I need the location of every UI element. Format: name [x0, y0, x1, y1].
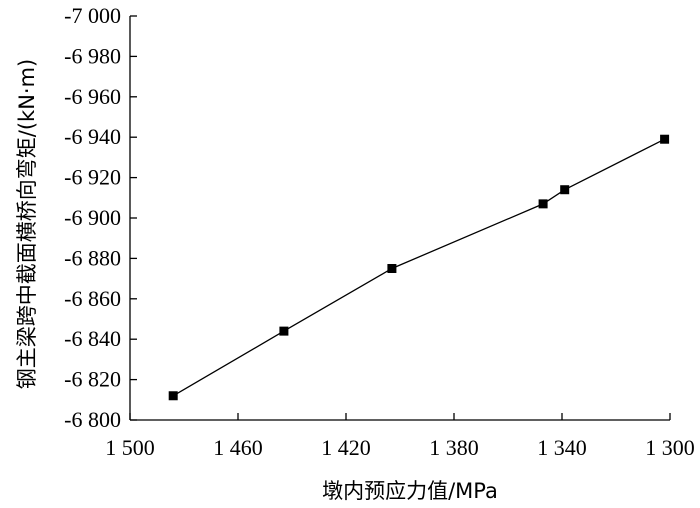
y-tick-label: -6 860: [64, 286, 121, 311]
data-point-marker: [538, 199, 548, 209]
y-tick-label: -6 900: [64, 205, 121, 230]
y-tick-label: -6 880: [64, 245, 121, 270]
series-line: [172, 138, 665, 397]
y-tick-label: -6 980: [64, 43, 121, 68]
x-tick-label: 1 340: [537, 435, 587, 460]
y-axis-title: 钢主梁跨中截面横桥向弯矩/(kN·m): [15, 59, 39, 389]
y-tick-label: -6 800: [64, 407, 121, 432]
x-tick-label: 1 500: [105, 435, 155, 460]
data-point-marker: [168, 391, 178, 401]
y-tick-label: -6 960: [64, 84, 121, 109]
x-tick-label: 1 460: [213, 435, 263, 460]
x-tick-label: 1 380: [429, 435, 479, 460]
data-point-marker: [660, 134, 670, 144]
series-layer: [168, 134, 670, 401]
data-point-marker: [560, 185, 570, 195]
y-tick-label: -6 820: [64, 367, 121, 392]
y-tick-label: -7 000: [64, 3, 121, 28]
x-tick-label: 1 420: [321, 435, 371, 460]
y-ticks: -7 000 -6 980 -6 960 -6 940 -6 920 -6 900 -6 8…: [64, 3, 137, 432]
y-tick-label: -6 940: [64, 124, 121, 149]
y-tick-label: -6 840: [64, 326, 121, 351]
x-ticks: 1 500 1 460 1 420 1 380 1 340 1 300: [105, 413, 695, 460]
x-axis-title: 墩内预应力值/MPa: [322, 479, 498, 503]
axes: [129, 16, 670, 421]
data-point-marker: [387, 264, 397, 273]
data-point-marker: [279, 326, 289, 336]
y-tick-label: -6 920: [64, 165, 121, 190]
x-tick-label: 1 300: [645, 435, 695, 460]
